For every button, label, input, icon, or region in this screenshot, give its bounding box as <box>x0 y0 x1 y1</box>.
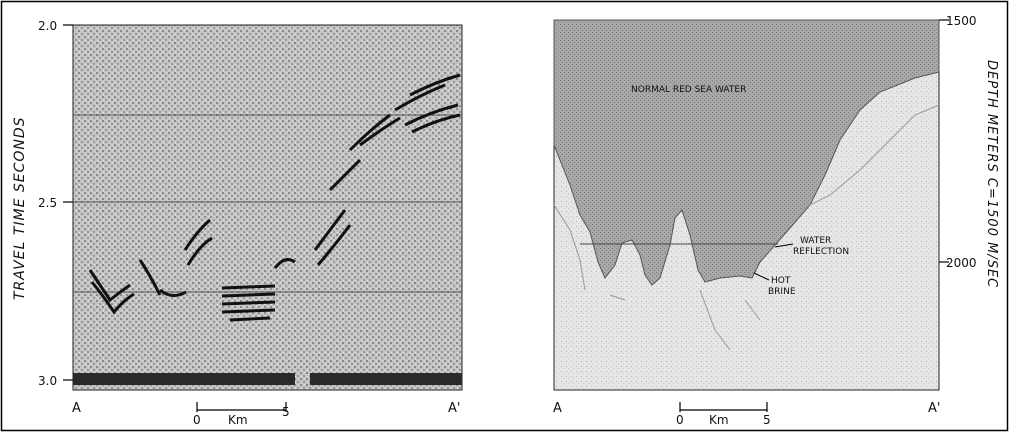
timing-lines <box>73 114 462 293</box>
left-scale-unit: Km <box>228 413 248 427</box>
left-endpoint-a: A <box>72 401 81 416</box>
seafloor-outline <box>553 104 940 351</box>
right-y-tick-2000: 2000 <box>946 256 977 270</box>
reflection-traces <box>88 73 461 322</box>
right-y-tick-1500: 1500 <box>946 14 977 28</box>
hot-brine-pointer <box>753 272 770 281</box>
hot-brine-label-2: BRINE <box>768 287 796 297</box>
left-scale-start: 0 <box>193 413 201 427</box>
right-panel: 1500 2000 DEPTH METERS C=1500 M/SEC NORM… <box>553 14 999 427</box>
right-endpoint-a-prime: A' <box>928 401 940 416</box>
seismic-record <box>72 24 463 391</box>
left-y-tick-3-0: 3.0 <box>38 374 57 388</box>
left-y-tick-2-0: 2.0 <box>38 19 57 33</box>
normal-sea-water-region <box>553 19 940 286</box>
hot-brine-label-1: HOT <box>771 276 791 286</box>
water-reflection-label-1: WATER <box>800 236 831 246</box>
water-reflection-pointer <box>774 243 794 248</box>
right-scale-end: 5 <box>763 413 771 427</box>
bottom-noise-band <box>73 373 462 385</box>
right-scale-bar <box>679 402 768 412</box>
right-y-ticks <box>939 19 949 263</box>
left-y-axis-label: TRAVEL TIME SECONDS <box>12 116 28 300</box>
right-scale-unit: Km <box>709 413 729 427</box>
right-y-axis-label: DEPTH METERS C=1500 M/SEC <box>984 60 999 288</box>
left-scale-end: 5 <box>282 405 290 419</box>
water-reflection-label-2: REFLECTION <box>793 247 849 257</box>
left-scale-bar <box>196 402 287 412</box>
normal-sea-water-label: NORMAL RED SEA WATER <box>631 85 746 95</box>
left-panel: 2.0 2.5 3.0 TRAVEL TIME SECONDS A A' 0 K… <box>12 19 463 427</box>
left-y-ticks <box>63 24 73 381</box>
left-y-tick-2-5: 2.5 <box>38 196 57 210</box>
right-endpoint-a: A <box>553 401 562 416</box>
right-scale-start: 0 <box>676 413 684 427</box>
left-endpoint-a-prime: A' <box>448 401 460 416</box>
